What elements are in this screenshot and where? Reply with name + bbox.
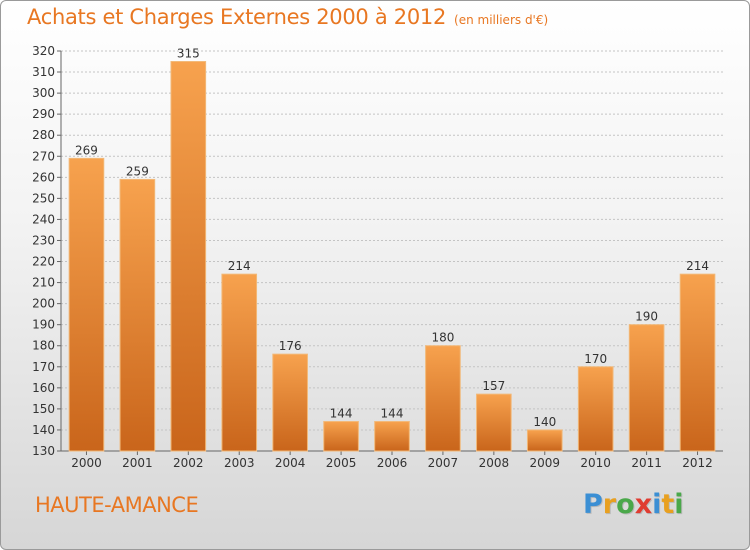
- y-tick-label: 130: [32, 444, 55, 458]
- logo-letter: P: [583, 489, 603, 520]
- data-label: 269: [75, 143, 98, 157]
- y-tick-label: 310: [32, 65, 55, 79]
- y-tick-label: 190: [32, 318, 55, 332]
- bar-2009: [526, 429, 563, 452]
- x-tick-label: 2006: [377, 456, 408, 470]
- y-tick-label: 140: [32, 423, 55, 437]
- y-tick-label: 250: [32, 191, 55, 205]
- logo-letter: r: [602, 489, 617, 520]
- y-tick-label: 180: [32, 339, 55, 353]
- bar-2008: [476, 393, 512, 452]
- logo-letter: o: [616, 489, 635, 520]
- bar-2012: [679, 273, 716, 452]
- bar-2010: [577, 366, 614, 452]
- x-tick-label: 2010: [580, 456, 611, 470]
- y-tick-labels: 130 140 150 160 170 180 190 200 210 220 230 240 250 2…: [32, 44, 55, 458]
- data-label: 259: [126, 164, 149, 178]
- x-tick-label: 2012: [682, 456, 713, 470]
- bar-2007: [425, 345, 461, 452]
- y-tick-label: 160: [32, 381, 55, 395]
- y-tick-label: 170: [32, 360, 55, 374]
- data-label: 157: [482, 379, 505, 393]
- x-tick-labels: 2000 2001 2002 2003 2004 2005 2006 2007 2008 2009…: [71, 456, 713, 470]
- y-tick-label: 320: [32, 44, 55, 58]
- x-tick-label: 2007: [428, 456, 459, 470]
- chart-subtitle: (en milliers d'€): [454, 13, 549, 27]
- commune-name: HAUTE-AMANCE: [35, 493, 199, 517]
- data-label: 180: [431, 331, 454, 345]
- x-tick-label: 2004: [275, 456, 306, 470]
- data-label: 170: [584, 352, 607, 366]
- bar-2003: [221, 273, 258, 452]
- x-tick-label: 2011: [631, 456, 662, 470]
- data-label: 140: [533, 415, 556, 429]
- logo-letter: t: [661, 489, 675, 520]
- x-tick-label: 2003: [224, 456, 255, 470]
- bar-2005: [323, 421, 359, 452]
- grid-lines: [61, 50, 723, 452]
- bar-2001: [119, 178, 156, 452]
- bar-2000: [68, 157, 105, 452]
- data-label: 315: [177, 47, 200, 61]
- bar-2006: [374, 421, 410, 452]
- data-label: 144: [330, 407, 353, 421]
- x-tick-label: 2008: [479, 456, 510, 470]
- y-tick-label: 230: [32, 233, 55, 247]
- logo-letter: i: [674, 489, 684, 520]
- chart-title: Achats et Charges Externes 2000 à 2012 (e…: [27, 5, 549, 29]
- y-tick-label: 220: [32, 255, 55, 269]
- bar-2002: [170, 61, 207, 452]
- axes: [57, 50, 723, 455]
- x-tick-label: 2000: [71, 456, 102, 470]
- y-tick-label: 270: [32, 149, 55, 163]
- y-tick-label: 200: [32, 297, 55, 311]
- y-tick-label: 300: [32, 86, 55, 100]
- data-label: 144: [381, 407, 404, 421]
- bar-2011: [628, 324, 665, 452]
- x-tick-label: 2005: [326, 456, 357, 470]
- bar-2004: [272, 353, 308, 452]
- y-tick-label: 240: [32, 212, 55, 226]
- logo-letter: x: [634, 489, 653, 520]
- bars: 269 259 315 214 176 144 144 180 157 140 170 190 214: [68, 47, 716, 452]
- x-tick-label: 2009: [529, 456, 560, 470]
- data-label: 214: [686, 259, 709, 273]
- y-tick-label: 210: [32, 276, 55, 290]
- y-tick-label: 280: [32, 128, 55, 142]
- data-label: 176: [279, 339, 302, 353]
- x-tick-label: 2002: [173, 456, 204, 470]
- y-tick-label: 150: [32, 402, 55, 416]
- data-label: 190: [635, 310, 658, 324]
- y-tick-label: 260: [32, 170, 55, 184]
- data-label: 214: [228, 259, 251, 273]
- proxiti-logo: Proxiti: [583, 489, 684, 520]
- y-tick-label: 290: [32, 107, 55, 121]
- logo-letter: i: [652, 489, 662, 520]
- x-tick-label: 2001: [122, 456, 153, 470]
